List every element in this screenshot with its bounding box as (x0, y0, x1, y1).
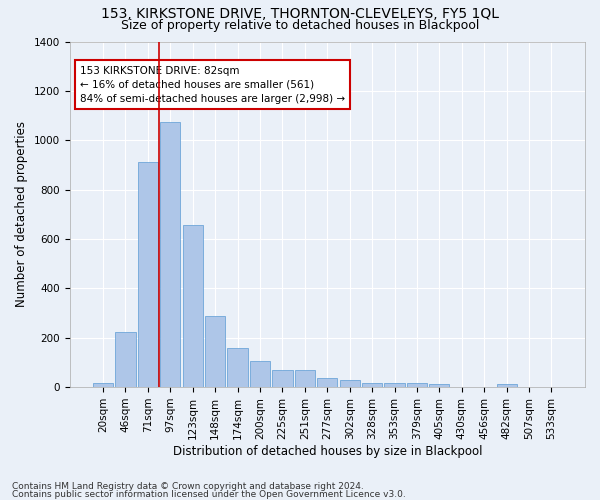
Bar (272, 370, 293, 387)
Bar (138, 162, 158, 387)
Bar (115, 332, 136, 387)
Bar (497, 384, 517, 387)
Bar (227, 348, 248, 387)
Bar (93, 382, 113, 387)
Bar (160, 122, 181, 387)
Bar (205, 316, 225, 387)
Text: 153 KIRKSTONE DRIVE: 82sqm
← 16% of detached houses are smaller (561)
84% of sem: 153 KIRKSTONE DRIVE: 82sqm ← 16% of deta… (80, 66, 345, 104)
X-axis label: Distribution of detached houses by size in Blackpool: Distribution of detached houses by size … (173, 444, 482, 458)
Bar (362, 382, 382, 387)
Bar (250, 361, 270, 387)
Bar (182, 226, 203, 387)
Text: Size of property relative to detached houses in Blackpool: Size of property relative to detached ho… (121, 18, 479, 32)
Text: Contains HM Land Registry data © Crown copyright and database right 2024.: Contains HM Land Registry data © Crown c… (12, 482, 364, 491)
Y-axis label: Number of detached properties: Number of detached properties (15, 122, 28, 308)
Bar (385, 382, 404, 387)
Bar (295, 370, 315, 387)
Bar (429, 384, 449, 387)
Text: 153, KIRKSTONE DRIVE, THORNTON-CLEVELEYS, FY5 1QL: 153, KIRKSTONE DRIVE, THORNTON-CLEVELEYS… (101, 8, 499, 22)
Bar (340, 380, 360, 387)
Bar (407, 382, 427, 387)
Bar (317, 378, 337, 387)
Text: Contains public sector information licensed under the Open Government Licence v3: Contains public sector information licen… (12, 490, 406, 499)
